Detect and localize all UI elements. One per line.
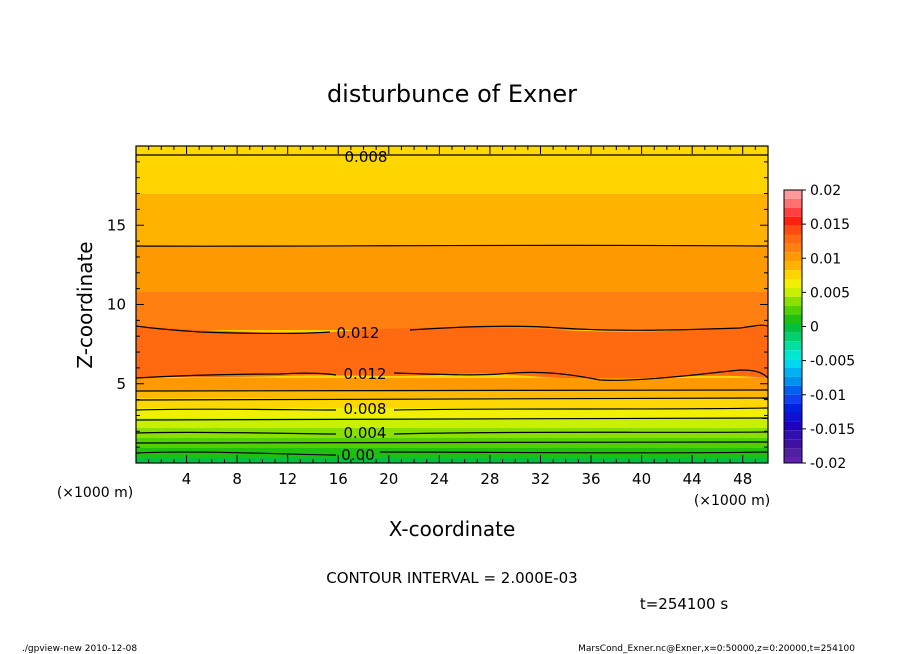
x-tick-label: 4 [182, 470, 192, 488]
x-unit-left: (×1000 m) [57, 485, 133, 501]
colorbar-tick-label: -0.01 [810, 388, 846, 404]
colorbar [783, 189, 803, 464]
colorbar-tick-label: -0.005 [810, 354, 855, 370]
contour-interval: CONTOUR INTERVAL = 2.000E-03 [326, 569, 577, 587]
y-tick-label: 15 [107, 216, 126, 234]
footer-right: MarsCond_Exner.nc@Exner,x=0:50000,z=0:20… [578, 644, 855, 654]
x-tick-label: 20 [379, 470, 398, 488]
footer-left: ./gpview-new 2010-12-08 [22, 644, 137, 654]
y-axis-label: Z-coordinate [73, 241, 97, 368]
contour-label: 0.008 [344, 400, 387, 418]
contour-label: 0.012 [344, 365, 387, 383]
x-tick-label: 24 [430, 470, 449, 488]
y-axis: 5 10 15 [107, 161, 768, 448]
x-tick-label: 48 [733, 470, 752, 488]
x-tick-label: 28 [480, 470, 499, 488]
x-tick-label: 36 [581, 470, 600, 488]
contour-label: 0.012 [337, 324, 380, 342]
colorbar-ticks: 0.02 0.015 0.01 0.005 0 -0.005 -0.01 -0.015 -0.0… [802, 183, 855, 472]
x-tick-label: 32 [531, 470, 550, 488]
colorbar-tick-label: 0.015 [810, 217, 850, 233]
x-tick-label: 40 [632, 470, 651, 488]
y-tick-label: 10 [107, 296, 126, 314]
chart-title: disturbunce of Exner [327, 80, 577, 108]
x-unit-right: (×1000 m) [694, 493, 770, 509]
x-tick-label: 12 [278, 470, 297, 488]
colorbar-tick-label: 0.005 [810, 285, 850, 301]
colorbar-tick-label: 0.01 [810, 251, 841, 267]
contour-lines [136, 154, 768, 456]
contour-label: 0.00 [341, 446, 374, 464]
x-tick-label: 8 [232, 470, 242, 488]
colorbar-tick-label: -0.015 [810, 422, 855, 438]
x-tick-label: 44 [683, 470, 702, 488]
colorbar-tick-label: -0.02 [810, 456, 846, 472]
colorbar-tick-label: 0 [810, 320, 819, 336]
plot-area [136, 146, 768, 463]
x-axis-label: X-coordinate [389, 517, 516, 541]
x-tick-label: 16 [329, 470, 348, 488]
x-axis: 4 8 12 16 20 24 28 32 36 40 44 48 [148, 146, 756, 488]
y-tick-label: 5 [116, 375, 126, 393]
colorbar-tick-label: 0.02 [810, 183, 841, 199]
contour-label: 0.004 [344, 424, 387, 442]
time-label: t=254100 s [640, 595, 728, 613]
contour-label: 0.008 [345, 148, 388, 166]
